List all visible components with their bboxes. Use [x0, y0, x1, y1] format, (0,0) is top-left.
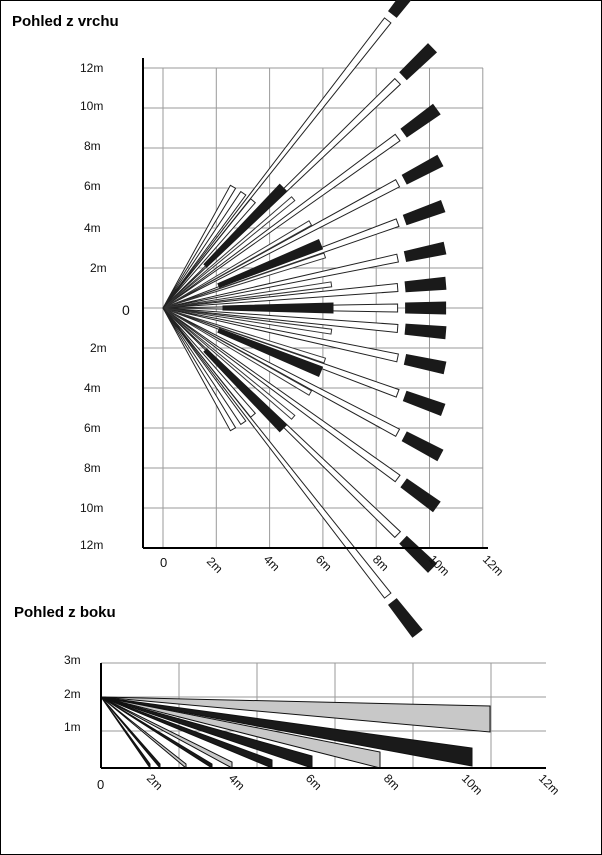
top-y-label: 8m	[84, 139, 101, 153]
side-beam	[100, 696, 313, 769]
beam-outline	[162, 307, 237, 432]
side-x-label: 6m	[303, 771, 325, 793]
top-y-label: 6m	[84, 421, 101, 435]
beam-near	[217, 327, 324, 377]
beam-outline	[162, 307, 257, 418]
beam-far	[388, 598, 423, 638]
beam-far	[400, 478, 441, 513]
side-view-title: Pohled z boku	[14, 604, 116, 621]
beam-far	[403, 241, 447, 262]
side-beam	[100, 696, 491, 733]
top-y-label: 10m	[80, 501, 103, 515]
top-y-label: 12m	[80, 61, 103, 75]
top-y-label: 4m	[84, 381, 101, 395]
beam-far	[401, 154, 444, 185]
side-y-label: 3m	[64, 653, 81, 667]
side-x-label: 10m	[459, 771, 485, 797]
side-view-diagram: 3m 2m 1m 0 2m 4m 6m 8m 10m 12m	[64, 653, 562, 798]
side-y-label: 1m	[64, 720, 81, 734]
top-x-label: 10m	[426, 552, 452, 578]
beam-outline	[162, 282, 399, 309]
top-y-label: 12m	[80, 538, 103, 552]
beam-near	[203, 183, 288, 268]
beam-far	[402, 390, 446, 417]
side-x-label: 12m	[536, 771, 562, 797]
beam-far	[402, 199, 446, 226]
side-beam	[100, 696, 233, 769]
side-beam	[100, 696, 187, 770]
top-x-label: 12m	[480, 552, 506, 578]
side-view-beams	[100, 696, 491, 770]
top-y-label: 2m	[90, 261, 107, 275]
beam-outline	[162, 179, 401, 309]
beam-outline	[162, 307, 399, 334]
beam-outline	[162, 252, 327, 309]
side-beam	[100, 696, 381, 769]
beam-outline	[162, 307, 401, 437]
side-x-label: 2m	[144, 771, 166, 793]
side-x-label: 4m	[226, 771, 248, 793]
beam-outline	[162, 198, 257, 309]
beam-near	[217, 239, 324, 289]
beam-outline	[162, 307, 333, 335]
side-beam	[100, 696, 161, 770]
beam-outline	[162, 307, 399, 363]
top-x-label: 0	[160, 555, 167, 570]
beam-far	[404, 276, 447, 293]
side-beam	[100, 696, 151, 770]
top-x-label: 4m	[261, 552, 283, 574]
beam-outline	[162, 196, 296, 309]
beam-far	[404, 323, 447, 340]
side-beam	[100, 696, 473, 767]
side-y-label: 2m	[64, 687, 81, 701]
beam-outline	[162, 184, 237, 309]
top-y-label: 10m	[80, 99, 103, 113]
beam-near	[203, 348, 288, 433]
top-view-beams	[162, 0, 447, 638]
beam-outline	[162, 190, 247, 309]
beam-outline	[162, 307, 327, 364]
top-x-label: 6m	[313, 552, 335, 574]
beam-outline	[162, 307, 401, 483]
beam-outline	[162, 307, 296, 420]
top-y-label: 8m	[84, 461, 101, 475]
beam-far	[401, 431, 444, 462]
top-y-label: 2m	[90, 341, 107, 355]
beam-outline	[162, 307, 313, 396]
top-view-title: Pohled z vrchu	[12, 13, 119, 30]
beam-far	[405, 301, 447, 315]
beam-far	[388, 0, 412, 18]
beam-outline	[162, 17, 392, 309]
beam-far	[399, 535, 438, 573]
beam-far	[400, 103, 441, 138]
top-y-label: 6m	[84, 179, 101, 193]
beam-outline	[162, 307, 247, 426]
top-origin-label: 0	[122, 302, 130, 318]
side-x-label: 0	[97, 777, 104, 792]
side-x-label: 8m	[381, 771, 403, 793]
top-x-label: 2m	[204, 554, 226, 576]
beam-far	[403, 354, 447, 375]
beam-far	[399, 43, 438, 81]
beam-outline	[162, 133, 401, 309]
top-y-label: 4m	[84, 221, 101, 235]
top-view-diagram: 12m 10m 8m 6m 4m 2m 0 2m 4m 6m 8m 10m 12…	[80, 0, 506, 638]
side-beam	[100, 696, 213, 769]
beam-outline	[162, 253, 399, 309]
beam-outline	[162, 220, 313, 309]
beam-outline	[162, 281, 333, 309]
beam-near	[222, 302, 334, 314]
beam-outline	[162, 307, 392, 599]
side-beam	[100, 696, 273, 769]
